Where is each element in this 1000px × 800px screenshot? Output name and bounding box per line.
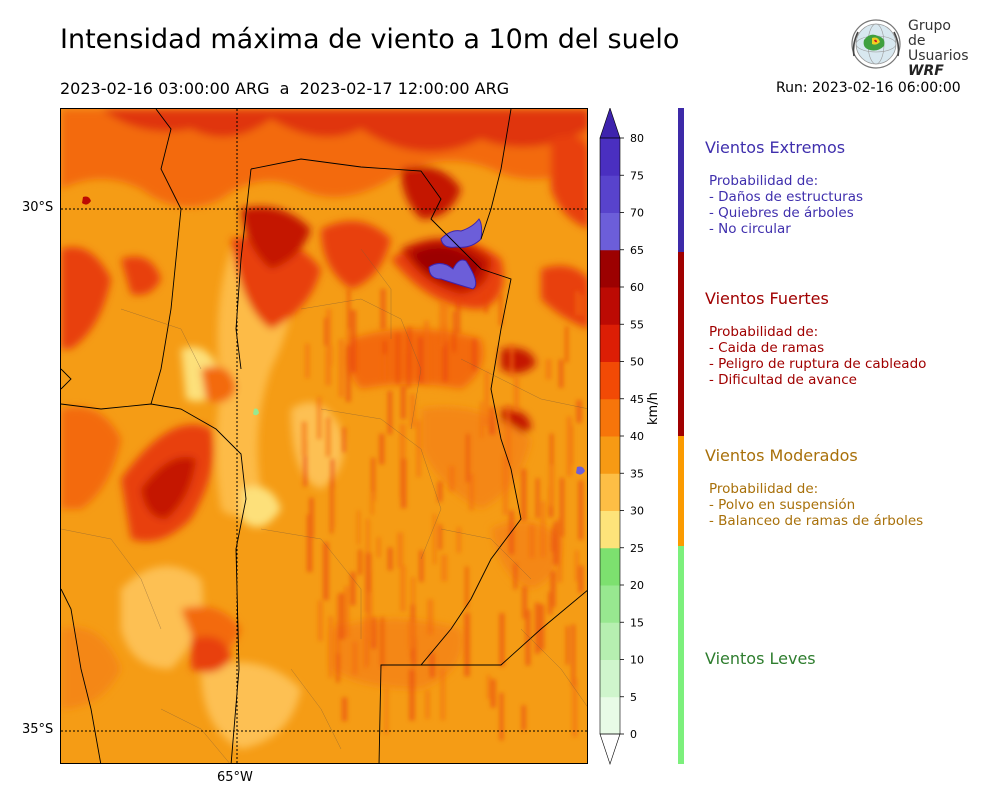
category-title: Vientos Moderados [705,446,858,465]
desc-line: - Polvo en suspensión [709,497,856,513]
colorbar-band [600,436,620,474]
colorbar-tick-label: 10 [630,654,644,667]
colorbar-tick-label: 50 [630,356,644,369]
colorbar-band [600,696,620,735]
desc-line: - Caida de ramas [709,340,825,356]
grupo-usuarios-wrf-logo: Grupo de Usuarios WRF [848,16,969,79]
globe-icon [851,19,901,69]
colorbar-band [600,324,620,362]
colorbar-band [600,249,620,288]
colorbar-band [600,361,620,400]
logo-line-1: Grupo de [908,18,951,49]
lat-label-35s: 35°S [22,722,54,737]
colorbar-tick-label: 65 [630,244,644,257]
colorbar-unit-label: km/h [646,392,661,425]
category-title: Vientos Fuertes [705,289,829,308]
colorbar-band [600,473,620,511]
wind-streaks [301,289,585,741]
colorbar-tick-label: 30 [630,505,644,518]
department-boundaries [61,248,587,763]
map-title: Intensidad máxima de viento a 10m del su… [60,24,680,55]
logo-line-2: Usuarios [908,48,969,64]
category-extremos: Vientos Extremos Probabilidad de: - Daño… [705,138,863,237]
colorbar-band [600,622,620,660]
colorbar-tick-label: 45 [630,393,644,406]
colorbar-band [600,175,620,213]
desc-line: Probabilidad de: [709,481,819,497]
colorbar-tick-label: 20 [630,579,644,592]
colorbar-band [600,585,620,623]
province-boundaries [61,109,587,763]
category-description: Probabilidad de: - Polvo en suspensión -… [705,481,923,529]
desc-line: - Balanceo de ramas de árboles [709,513,924,529]
category-description: Probabilidad de: - Daños de estructuras … [705,173,863,237]
colorbar-band [600,398,620,437]
category-bar-leves [678,546,684,764]
desc-line: - Dificultad de avance [709,372,857,388]
colorbar-tick-label: 35 [630,467,644,480]
desc-line: - No circular [709,221,791,237]
colorbar-tick-label: 5 [630,691,637,704]
colorbar: 0 5 10 15 20 25 30 35 40 45 50 55 60 65 70 75 80 [598,107,658,768]
colorbar-tick-label: 80 [630,132,644,145]
colorbar-extend-min [599,733,621,765]
colorbar-tick-label: 25 [630,542,644,555]
colorbar-tick-label: 70 [630,207,644,220]
colorbar-band [600,212,620,251]
wind-field-svg [61,109,587,763]
colorbar-tick-label: 40 [630,430,644,443]
desc-line: - Daños de estructuras [709,189,864,205]
colorbar-svg: 0 5 10 15 20 25 30 35 40 45 50 55 60 65 70 75 80 [599,107,644,765]
category-bar-extremos [678,108,684,252]
category-bar-moderados [678,436,684,546]
run-time: Run: 2023-02-16 06:00:00 [776,80,961,96]
colorbar-band [600,510,620,549]
category-title: Vientos Extremos [705,138,846,157]
colorbar-tick-label: 60 [630,281,644,294]
colorbar-extend-max [599,107,621,139]
category-title: Vientos Leves [705,649,816,668]
desc-line: - Quiebres de árboles [709,205,854,221]
colorbar-band [600,138,620,176]
logo-line-3: WRF [908,63,944,79]
extreme-wind-pockets [82,196,585,475]
lat-label-30s: 30°S [22,200,54,215]
category-bar-fuertes [678,252,684,436]
colorbar-band [600,547,620,586]
logo-text: Grupo de Usuarios WRF [908,19,969,79]
category-leves: Vientos Leves [705,649,816,668]
desc-line: Probabilidad de: [709,324,819,340]
colorbar-tick-label: 15 [630,616,644,629]
category-moderados: Vientos Moderados Probabilidad de: - Pol… [705,446,923,529]
colorbar-tick-label: 75 [630,169,644,182]
category-description: Probabilidad de: - Caida de ramas - Peli… [705,324,926,388]
colorbar-tick-label: 55 [630,318,644,331]
colorbar-tick-label: 0 [630,728,637,741]
desc-line: - Peligro de ruptura de cableado [709,356,927,372]
lon-label-65w: 65°W [217,770,253,785]
colorbar-band [600,659,620,698]
wind-map[interactable] [60,108,588,764]
forecast-period: 2023-02-16 03:00:00 ARG a 2023-02-17 12:… [60,79,510,98]
category-fuertes: Vientos Fuertes Probabilidad de: - Caida… [705,289,926,388]
desc-line: Probabilidad de: [709,173,819,189]
colorbar-band [600,287,620,325]
light-wind-speck [253,408,259,416]
